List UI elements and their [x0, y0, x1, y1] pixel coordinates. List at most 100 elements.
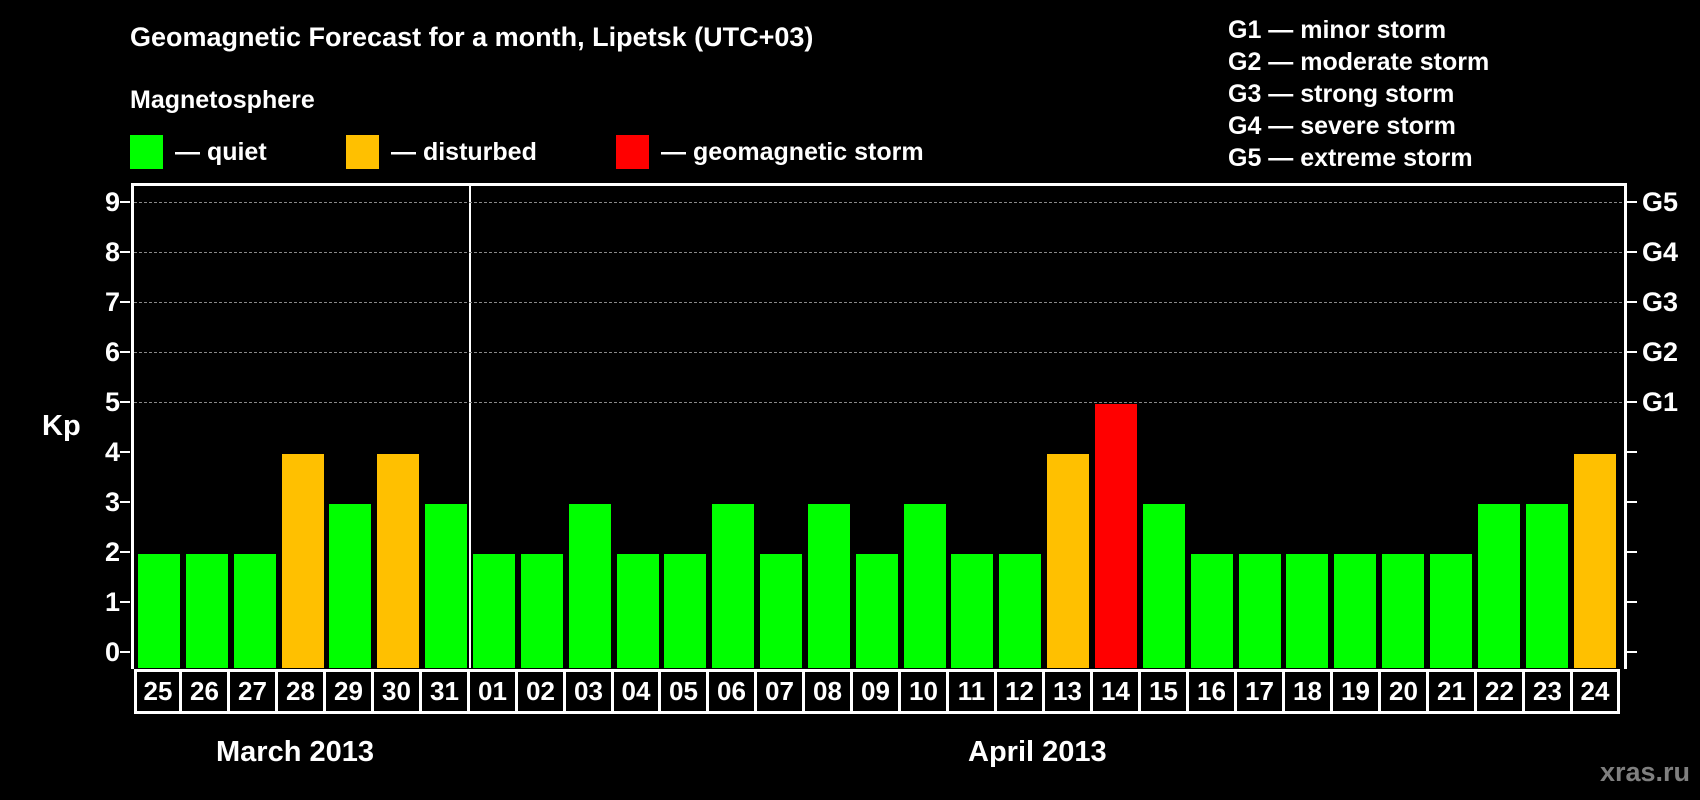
- y-tick-mark: [120, 201, 130, 203]
- kp-bar: [1430, 554, 1472, 668]
- kp-bar: [1239, 554, 1281, 668]
- y-tick-label: 6: [104, 337, 120, 367]
- y-tick-label: 0: [104, 637, 120, 667]
- kp-bar: [760, 554, 802, 668]
- y-tick-label: 8: [104, 237, 120, 267]
- kp-bar: [377, 454, 419, 668]
- y-tick-label: 3: [104, 487, 120, 517]
- y-axis-label: Kp: [42, 410, 81, 442]
- right-tick-mark: [1627, 301, 1637, 303]
- storm-scale-legend: G1 — minor storm G2 — moderate storm G3 …: [1228, 14, 1489, 174]
- gridline: [134, 352, 1622, 353]
- date-label: 08: [805, 669, 853, 714]
- legend-subtitle: Magnetosphere: [130, 86, 315, 114]
- kp-bar: [951, 554, 993, 668]
- storm-scale-g5: G5 — extreme storm: [1228, 144, 1473, 172]
- quiet-swatch-icon: [130, 135, 163, 169]
- watermark: xras.ru: [1599, 757, 1690, 787]
- kp-bar: [856, 554, 898, 668]
- legend-disturbed-label: — disturbed: [391, 137, 537, 166]
- kp-bar: [664, 554, 706, 668]
- right-tick-mark: [1627, 551, 1637, 553]
- date-label: 14: [1093, 669, 1141, 714]
- right-tick-mark: [1627, 401, 1637, 403]
- date-label: 15: [1141, 669, 1189, 714]
- storm-level-label: G2: [1642, 337, 1679, 367]
- month-label-april: April 2013: [968, 736, 1107, 768]
- gridline: [134, 402, 1622, 403]
- date-label: 25: [134, 669, 182, 714]
- y-tick-mark: [120, 251, 130, 253]
- right-tick-mark: [1627, 451, 1637, 453]
- legend-storm: — geomagnetic storm: [616, 135, 924, 169]
- date-label: 30: [374, 669, 422, 714]
- right-tick-mark: [1627, 201, 1637, 203]
- gridline: [134, 202, 1622, 203]
- y-tick-label: 7: [104, 287, 120, 317]
- date-label: 07: [757, 669, 805, 714]
- y-tick-label: 5: [104, 387, 120, 417]
- y-tick-label: 9: [104, 187, 120, 217]
- date-label: 09: [853, 669, 901, 714]
- legend-storm-label: — geomagnetic storm: [661, 137, 924, 166]
- kp-bar: [569, 504, 611, 668]
- date-label: 21: [1429, 669, 1477, 714]
- date-label: 03: [566, 669, 614, 714]
- date-label: 18: [1285, 669, 1333, 714]
- date-label: 19: [1333, 669, 1381, 714]
- y-tick-mark: [120, 501, 130, 503]
- date-label: 31: [422, 669, 470, 714]
- kp-bar: [282, 454, 324, 668]
- y-tick-mark: [120, 551, 130, 553]
- date-label: 24: [1573, 669, 1620, 714]
- date-label: 13: [1045, 669, 1093, 714]
- date-label: 20: [1381, 669, 1429, 714]
- date-label: 27: [230, 669, 278, 714]
- storm-scale-g4: G4 — severe storm: [1228, 112, 1456, 140]
- y-tick-mark: [120, 601, 130, 603]
- date-label: 22: [1477, 669, 1525, 714]
- legend-quiet-label: — quiet: [175, 137, 267, 166]
- y-tick-mark: [120, 301, 130, 303]
- right-tick-mark: [1627, 651, 1637, 653]
- right-tick-mark: [1627, 351, 1637, 353]
- kp-bar: [1286, 554, 1328, 668]
- plot-frame: [131, 183, 1627, 669]
- legend-quiet: — quiet: [130, 135, 267, 169]
- kp-bar: [234, 554, 276, 668]
- y-tick-mark: [120, 351, 130, 353]
- date-label: 23: [1525, 669, 1573, 714]
- date-label: 06: [709, 669, 757, 714]
- month-divider: [469, 183, 471, 668]
- date-label: 02: [518, 669, 566, 714]
- kp-bar: [521, 554, 563, 668]
- kp-bar: [712, 504, 754, 668]
- y-tick-label: 2: [104, 537, 120, 567]
- date-label: 29: [326, 669, 374, 714]
- kp-bar: [1382, 554, 1424, 668]
- kp-bar: [1334, 554, 1376, 668]
- storm-level-label: G4: [1642, 237, 1679, 267]
- kp-bar: [1143, 504, 1185, 668]
- storm-swatch-icon: [616, 135, 649, 169]
- date-label: 04: [614, 669, 661, 714]
- date-label: 16: [1189, 669, 1237, 714]
- date-label: 17: [1237, 669, 1285, 714]
- kp-bar: [329, 504, 371, 668]
- kp-bar: [1191, 554, 1233, 668]
- y-tick-label: 4: [104, 437, 120, 467]
- storm-level-label: G3: [1642, 287, 1679, 317]
- y-tick-mark: [120, 651, 130, 653]
- date-label: 26: [182, 669, 230, 714]
- date-label: 28: [278, 669, 326, 714]
- right-tick-mark: [1627, 251, 1637, 253]
- date-label: 05: [661, 669, 709, 714]
- kp-bar: [904, 504, 946, 668]
- kp-bar: [617, 554, 659, 668]
- disturbed-swatch-icon: [346, 135, 379, 169]
- kp-bar: [186, 554, 228, 668]
- kp-bar: [1478, 504, 1520, 668]
- gridline: [134, 302, 1622, 303]
- kp-bar: [1526, 504, 1568, 668]
- storm-level-label: G1: [1642, 387, 1679, 417]
